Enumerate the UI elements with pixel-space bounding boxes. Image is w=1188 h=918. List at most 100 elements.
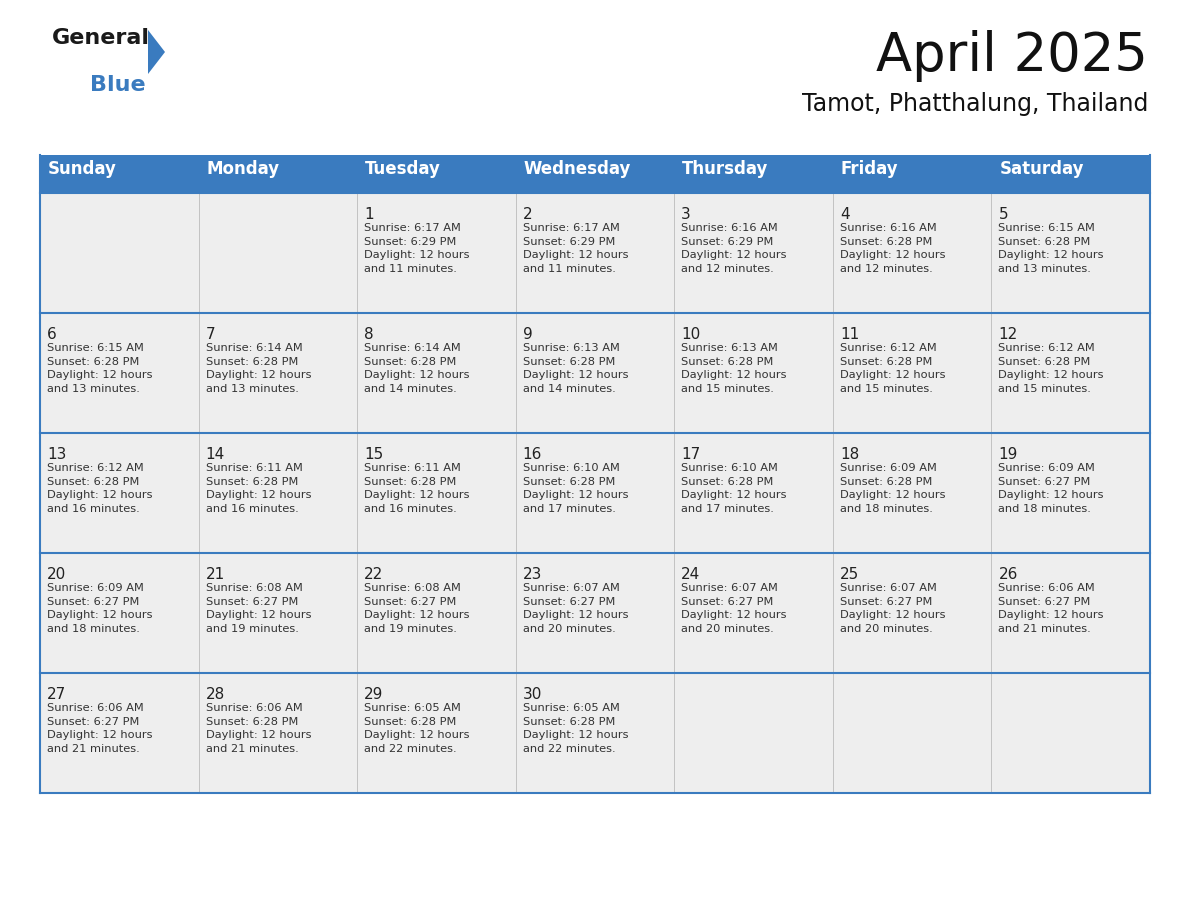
Text: Sunrise: 6:09 AM
Sunset: 6:28 PM
Daylight: 12 hours
and 18 minutes.: Sunrise: 6:09 AM Sunset: 6:28 PM Dayligh…	[840, 463, 946, 514]
Text: 27: 27	[48, 687, 67, 702]
Bar	[358, 433, 516, 553]
Bar	[675, 433, 833, 553]
Text: Sunrise: 6:14 AM
Sunset: 6:28 PM
Daylight: 12 hours
and 14 minutes.: Sunrise: 6:14 AM Sunset: 6:28 PM Dayligh…	[365, 343, 469, 394]
Text: Sunrise: 6:14 AM
Sunset: 6:28 PM
Daylight: 12 hours
and 13 minutes.: Sunrise: 6:14 AM Sunset: 6:28 PM Dayligh…	[206, 343, 311, 394]
Text: Tuesday: Tuesday	[365, 160, 441, 178]
Text: Sunrise: 6:16 AM
Sunset: 6:28 PM
Daylight: 12 hours
and 12 minutes.: Sunrise: 6:16 AM Sunset: 6:28 PM Dayligh…	[840, 223, 946, 274]
Text: 22: 22	[365, 567, 384, 582]
Text: 8: 8	[365, 327, 374, 342]
Text: General: General	[52, 28, 150, 48]
Text: Sunrise: 6:07 AM
Sunset: 6:27 PM
Daylight: 12 hours
and 20 minutes.: Sunrise: 6:07 AM Sunset: 6:27 PM Dayligh…	[840, 583, 946, 633]
Text: Sunrise: 6:13 AM
Sunset: 6:28 PM
Daylight: 12 hours
and 15 minutes.: Sunrise: 6:13 AM Sunset: 6:28 PM Dayligh…	[681, 343, 786, 394]
Text: Sunrise: 6:11 AM
Sunset: 6:28 PM
Daylight: 12 hours
and 16 minutes.: Sunrise: 6:11 AM Sunset: 6:28 PM Dayligh…	[206, 463, 311, 514]
Text: 15: 15	[365, 447, 384, 462]
Bar	[198, 155, 358, 193]
Text: Sunrise: 6:15 AM
Sunset: 6:28 PM
Daylight: 12 hours
and 13 minutes.: Sunrise: 6:15 AM Sunset: 6:28 PM Dayligh…	[998, 223, 1104, 274]
Text: Tamot, Phatthalung, Thailand: Tamot, Phatthalung, Thailand	[802, 92, 1148, 116]
Text: Sunrise: 6:11 AM
Sunset: 6:28 PM
Daylight: 12 hours
and 16 minutes.: Sunrise: 6:11 AM Sunset: 6:28 PM Dayligh…	[365, 463, 469, 514]
Bar	[992, 433, 1150, 553]
Text: Sunrise: 6:12 AM
Sunset: 6:28 PM
Daylight: 12 hours
and 15 minutes.: Sunrise: 6:12 AM Sunset: 6:28 PM Dayligh…	[840, 343, 946, 394]
Bar	[516, 433, 675, 553]
Bar	[40, 673, 198, 793]
Text: Sunrise: 6:10 AM
Sunset: 6:28 PM
Daylight: 12 hours
and 17 minutes.: Sunrise: 6:10 AM Sunset: 6:28 PM Dayligh…	[523, 463, 628, 514]
Bar	[833, 553, 992, 673]
Text: Sunrise: 6:09 AM
Sunset: 6:27 PM
Daylight: 12 hours
and 18 minutes.: Sunrise: 6:09 AM Sunset: 6:27 PM Dayligh…	[998, 463, 1104, 514]
Text: 13: 13	[48, 447, 67, 462]
Text: 26: 26	[998, 567, 1018, 582]
Text: 17: 17	[681, 447, 701, 462]
Bar	[833, 433, 992, 553]
Text: Saturday: Saturday	[999, 160, 1083, 178]
Text: 28: 28	[206, 687, 225, 702]
Text: Sunrise: 6:13 AM
Sunset: 6:28 PM
Daylight: 12 hours
and 14 minutes.: Sunrise: 6:13 AM Sunset: 6:28 PM Dayligh…	[523, 343, 628, 394]
Text: Sunrise: 6:10 AM
Sunset: 6:28 PM
Daylight: 12 hours
and 17 minutes.: Sunrise: 6:10 AM Sunset: 6:28 PM Dayligh…	[681, 463, 786, 514]
Text: Sunrise: 6:09 AM
Sunset: 6:27 PM
Daylight: 12 hours
and 18 minutes.: Sunrise: 6:09 AM Sunset: 6:27 PM Dayligh…	[48, 583, 152, 633]
Text: 14: 14	[206, 447, 225, 462]
Text: 18: 18	[840, 447, 859, 462]
Text: 4: 4	[840, 207, 849, 222]
Bar	[198, 433, 358, 553]
Text: Sunrise: 6:07 AM
Sunset: 6:27 PM
Daylight: 12 hours
and 20 minutes.: Sunrise: 6:07 AM Sunset: 6:27 PM Dayligh…	[681, 583, 786, 633]
Bar	[516, 193, 675, 313]
Text: 24: 24	[681, 567, 701, 582]
Text: 21: 21	[206, 567, 225, 582]
Text: 2: 2	[523, 207, 532, 222]
Bar	[833, 673, 992, 793]
Text: 3: 3	[681, 207, 691, 222]
Bar	[675, 313, 833, 433]
Text: Sunrise: 6:06 AM
Sunset: 6:27 PM
Daylight: 12 hours
and 21 minutes.: Sunrise: 6:06 AM Sunset: 6:27 PM Dayligh…	[48, 703, 152, 754]
Bar	[675, 673, 833, 793]
Text: 20: 20	[48, 567, 67, 582]
Text: Sunrise: 6:15 AM
Sunset: 6:28 PM
Daylight: 12 hours
and 13 minutes.: Sunrise: 6:15 AM Sunset: 6:28 PM Dayligh…	[48, 343, 152, 394]
Text: 25: 25	[840, 567, 859, 582]
Bar	[992, 553, 1150, 673]
Text: 23: 23	[523, 567, 542, 582]
Text: Sunrise: 6:08 AM
Sunset: 6:27 PM
Daylight: 12 hours
and 19 minutes.: Sunrise: 6:08 AM Sunset: 6:27 PM Dayligh…	[206, 583, 311, 633]
Text: Wednesday: Wednesday	[524, 160, 631, 178]
Bar	[833, 193, 992, 313]
Text: April 2025: April 2025	[876, 30, 1148, 82]
Bar	[40, 313, 198, 433]
Bar	[992, 155, 1150, 193]
Bar	[358, 673, 516, 793]
Text: Sunrise: 6:05 AM
Sunset: 6:28 PM
Daylight: 12 hours
and 22 minutes.: Sunrise: 6:05 AM Sunset: 6:28 PM Dayligh…	[365, 703, 469, 754]
Bar	[833, 313, 992, 433]
Text: Sunrise: 6:17 AM
Sunset: 6:29 PM
Daylight: 12 hours
and 11 minutes.: Sunrise: 6:17 AM Sunset: 6:29 PM Dayligh…	[365, 223, 469, 274]
Bar	[40, 193, 198, 313]
Bar	[675, 553, 833, 673]
Text: 7: 7	[206, 327, 215, 342]
Text: Sunday: Sunday	[48, 160, 116, 178]
Text: Sunrise: 6:05 AM
Sunset: 6:28 PM
Daylight: 12 hours
and 22 minutes.: Sunrise: 6:05 AM Sunset: 6:28 PM Dayligh…	[523, 703, 628, 754]
Text: Thursday: Thursday	[682, 160, 769, 178]
Bar	[675, 155, 833, 193]
Bar	[198, 673, 358, 793]
Text: Sunrise: 6:06 AM
Sunset: 6:27 PM
Daylight: 12 hours
and 21 minutes.: Sunrise: 6:06 AM Sunset: 6:27 PM Dayligh…	[998, 583, 1104, 633]
Text: 6: 6	[48, 327, 57, 342]
Text: 29: 29	[365, 687, 384, 702]
Bar	[358, 553, 516, 673]
Bar	[516, 673, 675, 793]
Text: 16: 16	[523, 447, 542, 462]
Bar	[992, 673, 1150, 793]
Text: 11: 11	[840, 327, 859, 342]
Text: 12: 12	[998, 327, 1018, 342]
Text: Monday: Monday	[207, 160, 279, 178]
Bar	[992, 313, 1150, 433]
Bar	[358, 193, 516, 313]
Bar	[358, 313, 516, 433]
Bar	[40, 553, 198, 673]
Text: 5: 5	[998, 207, 1009, 222]
Text: 19: 19	[998, 447, 1018, 462]
Bar	[198, 553, 358, 673]
Text: Sunrise: 6:07 AM
Sunset: 6:27 PM
Daylight: 12 hours
and 20 minutes.: Sunrise: 6:07 AM Sunset: 6:27 PM Dayligh…	[523, 583, 628, 633]
Text: 1: 1	[365, 207, 374, 222]
Bar	[198, 193, 358, 313]
Bar	[40, 155, 198, 193]
Text: Blue: Blue	[90, 75, 146, 95]
Text: Friday: Friday	[841, 160, 898, 178]
Text: Sunrise: 6:12 AM
Sunset: 6:28 PM
Daylight: 12 hours
and 16 minutes.: Sunrise: 6:12 AM Sunset: 6:28 PM Dayligh…	[48, 463, 152, 514]
Text: 30: 30	[523, 687, 542, 702]
Text: Sunrise: 6:06 AM
Sunset: 6:28 PM
Daylight: 12 hours
and 21 minutes.: Sunrise: 6:06 AM Sunset: 6:28 PM Dayligh…	[206, 703, 311, 754]
Text: 10: 10	[681, 327, 701, 342]
Bar	[833, 155, 992, 193]
